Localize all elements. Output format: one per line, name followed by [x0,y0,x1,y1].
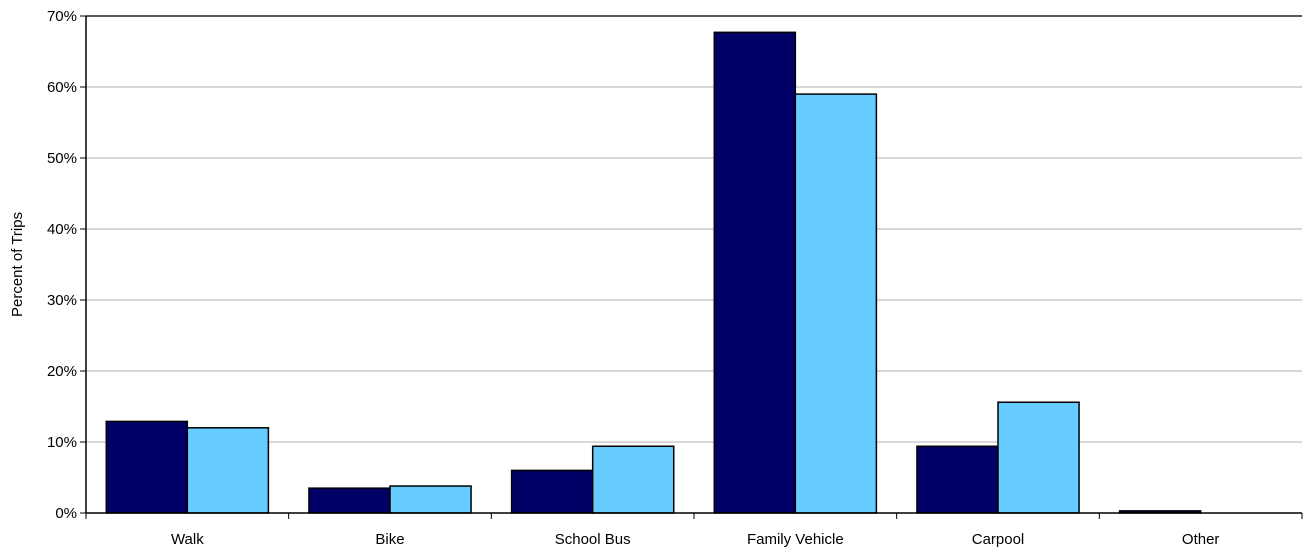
bar-family-vehicle-series-1 [713,31,797,514]
bar-school-bus-series-1 [510,469,594,514]
y-tick-label: 50% [47,150,77,167]
bar-family-vehicle-series-2 [794,93,878,514]
bars [105,31,1202,514]
y-tick-label: 30% [47,292,77,309]
gridlines [86,15,1302,443]
bar-school-bus-series-2 [591,445,675,514]
y-tick-label: 60% [47,79,77,96]
y-tick-label: 40% [47,221,77,238]
x-tick-label: Walk [171,531,204,548]
x-tick-labels: Walk Bike School Bus Family Vehicle Carpool O… [171,531,1219,548]
bar-carpool-series-2 [997,401,1080,514]
y-tick-label: 10% [47,434,77,451]
y-tick-label: 70% [47,8,77,25]
bar-bike-series-2 [389,485,472,514]
y-axis-title: Percent of Trips [9,212,26,317]
x-tick-label: Family Vehicle [747,531,844,548]
x-tick-label: Carpool [972,531,1025,548]
y-tick-label: 0% [55,505,77,522]
x-tick-label: School Bus [555,531,631,548]
bar-bike-series-1 [308,487,391,514]
bar-walk-series-1 [105,420,189,514]
x-tick-label: Other [1182,531,1220,548]
axes [80,15,1303,519]
y-tick-labels: 0% 10% 20% 30% 40% 50% 60% 70% [47,8,77,522]
bar-walk-series-2 [186,427,270,514]
x-tick-label: Bike [375,531,404,548]
bar-carpool-series-1 [916,445,999,514]
y-tick-label: 20% [47,363,77,380]
